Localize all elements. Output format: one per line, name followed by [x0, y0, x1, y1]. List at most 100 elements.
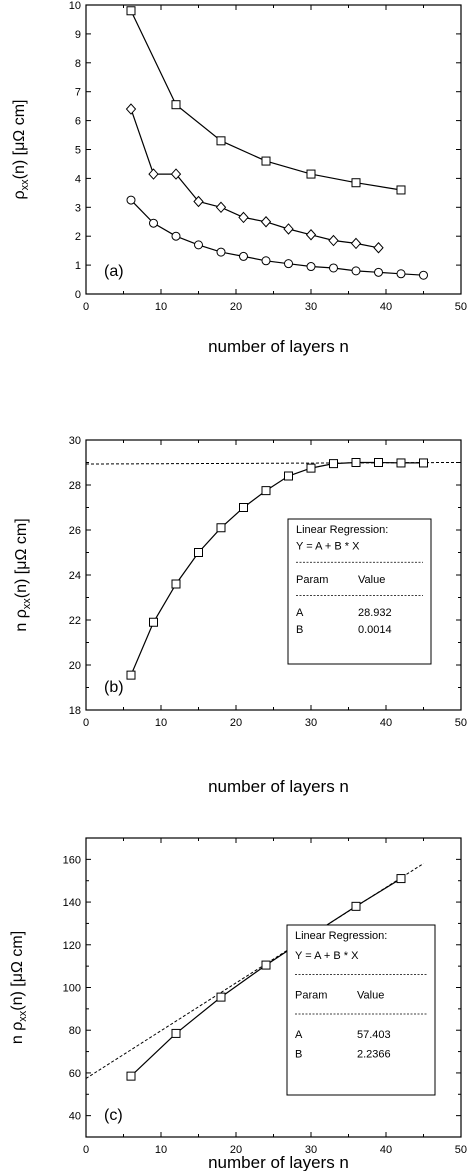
legend-frame — [286, 924, 436, 1096]
panel-label: (b) — [104, 679, 124, 696]
data-point-square — [171, 100, 181, 110]
data-point-square — [171, 1028, 181, 1038]
x-tick-label: 50 — [455, 1144, 467, 1156]
data-point-square — [374, 458, 383, 467]
y-axis-label: n ρxx(n) [μΩ cm] — [13, 518, 33, 631]
y-tick-label: 26 — [69, 525, 81, 537]
data-point-circle — [149, 218, 158, 228]
x-tick-label: 30 — [305, 717, 317, 729]
y-tick-label: 100 — [63, 983, 81, 995]
x-tick-label: 30 — [305, 1144, 317, 1156]
panel-label: (c) — [104, 1107, 123, 1124]
y-tick-label: 24 — [69, 570, 81, 582]
data-point-square — [396, 874, 406, 884]
data-point-circle — [216, 247, 226, 257]
data-point-diamond — [260, 216, 272, 228]
data-point-diamond — [215, 201, 227, 214]
y-tick-label: 10 — [69, 0, 81, 12]
data-point-circle — [351, 266, 361, 276]
legend-header-value: Value — [358, 574, 385, 586]
data-point-circle — [419, 270, 428, 280]
legend-value-a: 28.932 — [358, 607, 392, 619]
data-point-circle — [261, 256, 271, 266]
data-point-square — [284, 471, 293, 481]
plot-frame — [85, 4, 462, 295]
legend-equation: Y = A + B * X — [296, 541, 360, 553]
data-point-square — [261, 960, 271, 970]
data-point-square — [171, 579, 181, 589]
data-point-square — [261, 486, 271, 496]
y-tick-label: 28 — [69, 480, 81, 492]
data-point-diamond — [193, 195, 204, 208]
x-tick-label: 50 — [455, 717, 467, 729]
x-tick-label: 50 — [455, 301, 467, 313]
x-tick-label: 0 — [83, 717, 89, 729]
y-tick-label: 20 — [69, 660, 81, 672]
y-axis-label: n ρxx(n) [μΩ cm] — [9, 931, 29, 1044]
x-axis-label: number of layers n — [208, 777, 349, 796]
data-point-square — [216, 523, 226, 533]
x-axis-label: number of layers n — [208, 1153, 349, 1171]
data-point-square — [194, 548, 203, 557]
data-point-diamond — [170, 168, 182, 180]
x-tick-label: 10 — [155, 1144, 167, 1156]
y-tick-label: 3 — [75, 202, 81, 214]
y-tick-label: 40 — [69, 1111, 81, 1123]
x-tick-label: 0 — [83, 1144, 89, 1156]
data-point-square — [351, 458, 361, 467]
data-point-diamond — [328, 234, 339, 247]
y-tick-label: 160 — [63, 854, 81, 866]
y-tick-label: 80 — [69, 1025, 81, 1037]
legend-param-a: A — [295, 1029, 303, 1041]
data-point-circle — [126, 195, 136, 205]
y-tick-label: 60 — [69, 1068, 81, 1080]
regression-legend-box: Linear Regression: Y = A + B * X Param Valu… — [287, 518, 432, 665]
x-tick-label: 20 — [230, 301, 242, 313]
data-point-square — [239, 503, 248, 512]
data-point-diamond — [283, 223, 294, 235]
legend-header-param: Param — [296, 574, 328, 586]
series-line-diamond — [130, 108, 379, 249]
y-tick-label: 7 — [75, 87, 81, 99]
data-point-square — [306, 463, 316, 473]
regression-legend-box: Linear Regression: Y = A + B * X Param Valu… — [286, 924, 436, 1096]
data-point-circle — [329, 263, 338, 273]
y-tick-label: 1 — [75, 260, 81, 272]
x-tick-label: 40 — [380, 717, 392, 729]
data-point-square — [126, 670, 136, 680]
data-point-circle — [194, 240, 203, 250]
legend-param-b: B — [295, 1049, 302, 1061]
data-point-square — [351, 901, 361, 911]
legend-value-a: 57.403 — [357, 1029, 391, 1041]
data-point-square — [149, 617, 158, 627]
y-tick-label: 8 — [75, 58, 81, 70]
panel-label: (a) — [104, 263, 124, 280]
data-point-square — [396, 458, 406, 468]
regression-line — [86, 863, 424, 1079]
y-tick-label: 140 — [63, 897, 81, 909]
y-tick-label: 6 — [75, 116, 81, 128]
y-tick-label: 18 — [69, 705, 81, 717]
data-point-diamond — [238, 211, 249, 224]
data-point-circle — [374, 267, 383, 277]
panel-b: 0 10 20 30 40 50 18 20 22 24 26 28 30 number of layer… — [13, 435, 467, 796]
data-point-square — [419, 458, 428, 468]
legend-value-b: 2.2366 — [357, 1049, 391, 1061]
data-point-circle — [239, 251, 248, 261]
legend-param-b: B — [296, 624, 303, 636]
data-point-circle — [396, 269, 406, 279]
y-tick-label: 5 — [75, 145, 81, 157]
panel-a: 0 10 20 30 40 50 0 1 2 3 4 5 6 7 8 9 10 number of layers … — [11, 0, 467, 356]
y-tick-label: 0 — [75, 289, 81, 301]
legend-header-param: Param — [295, 989, 327, 1001]
x-tick-label: 0 — [83, 301, 89, 313]
y-tick-label: 2 — [75, 231, 81, 243]
data-point-square — [261, 156, 271, 166]
y-tick-label: 120 — [63, 940, 81, 952]
x-tick-label: 40 — [380, 1144, 392, 1156]
x-tick-label: 10 — [155, 301, 167, 313]
legend-value-b: 0.0014 — [358, 624, 392, 636]
y-tick-label: 30 — [69, 435, 81, 447]
legend-header-value: Value — [357, 989, 384, 1001]
